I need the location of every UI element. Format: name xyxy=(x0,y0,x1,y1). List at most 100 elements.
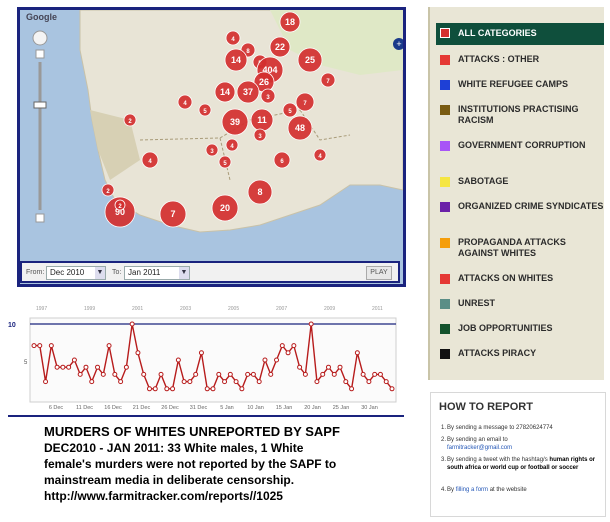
map-marker-circle[interactable] xyxy=(141,151,159,169)
series-point[interactable] xyxy=(89,379,95,385)
series-point[interactable] xyxy=(204,386,210,392)
map-marker[interactable]: 90 xyxy=(104,196,136,228)
map-marker[interactable]: 2 xyxy=(123,113,137,127)
series-point[interactable] xyxy=(187,379,193,385)
category-attacks-piracy[interactable]: ATTACKS PIRACY xyxy=(436,348,604,359)
series-point[interactable] xyxy=(66,364,72,370)
series-point[interactable] xyxy=(227,371,233,377)
map-marker-circle[interactable] xyxy=(221,108,249,136)
series-point[interactable] xyxy=(389,386,395,392)
map-canvas[interactable]: 1842281452540426143773753911484549072082… xyxy=(20,10,403,284)
series-point[interactable] xyxy=(239,386,245,392)
series-point[interactable] xyxy=(170,386,176,392)
map-marker-circle[interactable] xyxy=(269,36,291,58)
category-organized-crime[interactable]: ORGANIZED CRIME SYNDICATES xyxy=(436,201,604,212)
series-point[interactable] xyxy=(71,357,77,363)
series-point[interactable] xyxy=(95,364,101,370)
series-point[interactable] xyxy=(308,321,314,327)
series-point[interactable] xyxy=(250,371,256,377)
map-marker[interactable]: 7 xyxy=(295,92,315,112)
series-point[interactable] xyxy=(146,386,152,392)
map-marker-circle[interactable] xyxy=(253,128,267,142)
series-point[interactable] xyxy=(325,364,331,370)
map-marker[interactable]: 4 xyxy=(313,148,327,162)
map-marker-circle[interactable] xyxy=(114,199,126,211)
map-marker-circle[interactable] xyxy=(287,115,313,141)
to-date-select[interactable]: Jan 2011 ▼ xyxy=(124,266,190,280)
map-marker-circle[interactable] xyxy=(198,103,212,117)
map-marker[interactable]: 3 xyxy=(253,128,267,142)
category-all[interactable]: ALL CATEGORIES xyxy=(436,23,604,45)
play-button[interactable]: PLAY xyxy=(366,266,392,280)
series-point[interactable] xyxy=(181,379,187,385)
zoom-slider-handle[interactable] xyxy=(33,101,47,109)
series-point[interactable] xyxy=(279,343,285,349)
map-marker-circle[interactable] xyxy=(218,155,232,169)
map-marker[interactable]: 3 xyxy=(205,143,219,157)
series-point[interactable] xyxy=(349,386,355,392)
series-point[interactable] xyxy=(354,350,360,356)
map-marker[interactable]: 5 xyxy=(282,102,298,118)
map-marker[interactable]: 5 xyxy=(218,155,232,169)
map-marker-circle[interactable] xyxy=(236,80,260,104)
series-point[interactable] xyxy=(37,343,43,349)
series-point[interactable] xyxy=(360,371,366,377)
map-marker[interactable]: 11 xyxy=(250,108,274,132)
series-point[interactable] xyxy=(320,371,326,377)
map-marker[interactable]: 4 xyxy=(225,138,239,152)
series-point[interactable] xyxy=(106,343,112,349)
from-date-select[interactable]: Dec 2010 ▼ xyxy=(46,266,106,280)
series-point[interactable] xyxy=(297,364,303,370)
map-marker-circle[interactable] xyxy=(320,72,336,88)
map-marker-circle[interactable] xyxy=(297,47,323,73)
map-marker-circle[interactable] xyxy=(214,81,236,103)
series-point[interactable] xyxy=(112,371,118,377)
map-marker[interactable]: 2 xyxy=(114,199,126,211)
series-point[interactable] xyxy=(302,371,308,377)
series-point[interactable] xyxy=(152,386,158,392)
map-marker[interactable]: 20 xyxy=(211,194,239,222)
incident-timeline-chart[interactable]: 1997 1999 2001 2003 2005 2007 2009 2011 10 5 6 … xyxy=(6,292,406,420)
series-point[interactable] xyxy=(337,364,343,370)
map-marker[interactable]: 8 xyxy=(247,179,273,205)
map-marker-circle[interactable] xyxy=(279,11,301,33)
series-point[interactable] xyxy=(164,386,170,392)
map-marker[interactable]: 14 xyxy=(214,81,236,103)
series-point[interactable] xyxy=(60,364,66,370)
series-point[interactable] xyxy=(366,379,372,385)
map-marker-circle[interactable] xyxy=(211,194,239,222)
category-unrest[interactable]: UNREST xyxy=(436,298,604,309)
map-marker[interactable]: 3 xyxy=(260,88,276,104)
map-marker[interactable]: 48 xyxy=(287,115,313,141)
series-point[interactable] xyxy=(158,371,164,377)
map-marker[interactable]: 14 xyxy=(224,48,248,72)
map-marker[interactable]: 6 xyxy=(273,151,291,169)
map-marker-circle[interactable] xyxy=(295,92,315,112)
series-point[interactable] xyxy=(54,364,60,370)
map-marker-circle[interactable] xyxy=(123,113,137,127)
series-point[interactable] xyxy=(285,350,291,356)
map-marker-circle[interactable] xyxy=(205,143,219,157)
series-point[interactable] xyxy=(383,379,389,385)
series-point[interactable] xyxy=(193,371,199,377)
series-point[interactable] xyxy=(198,350,204,356)
series-point[interactable] xyxy=(100,371,106,377)
map-marker[interactable]: 25 xyxy=(297,47,323,73)
series-point[interactable] xyxy=(245,371,251,377)
map-marker[interactable]: 7 xyxy=(159,200,187,228)
series-point[interactable] xyxy=(314,379,320,385)
map-marker[interactable]: 22 xyxy=(269,36,291,58)
map-marker-circle[interactable] xyxy=(282,102,298,118)
map-marker-circle[interactable] xyxy=(104,196,136,228)
form-link[interactable]: filling a form xyxy=(455,487,489,493)
series-point[interactable] xyxy=(268,371,274,377)
map-marker[interactable]: 7 xyxy=(320,72,336,88)
series-point[interactable] xyxy=(129,321,135,327)
email-link[interactable]: farmitracker@gmail.com xyxy=(447,445,513,451)
series-point[interactable] xyxy=(274,357,280,363)
series-point[interactable] xyxy=(43,379,49,385)
map-marker-circle[interactable] xyxy=(247,179,273,205)
series-point[interactable] xyxy=(372,371,378,377)
series-point[interactable] xyxy=(377,371,383,377)
category-job-opportunities[interactable]: JOB OPPORTUNITIES xyxy=(436,323,604,334)
